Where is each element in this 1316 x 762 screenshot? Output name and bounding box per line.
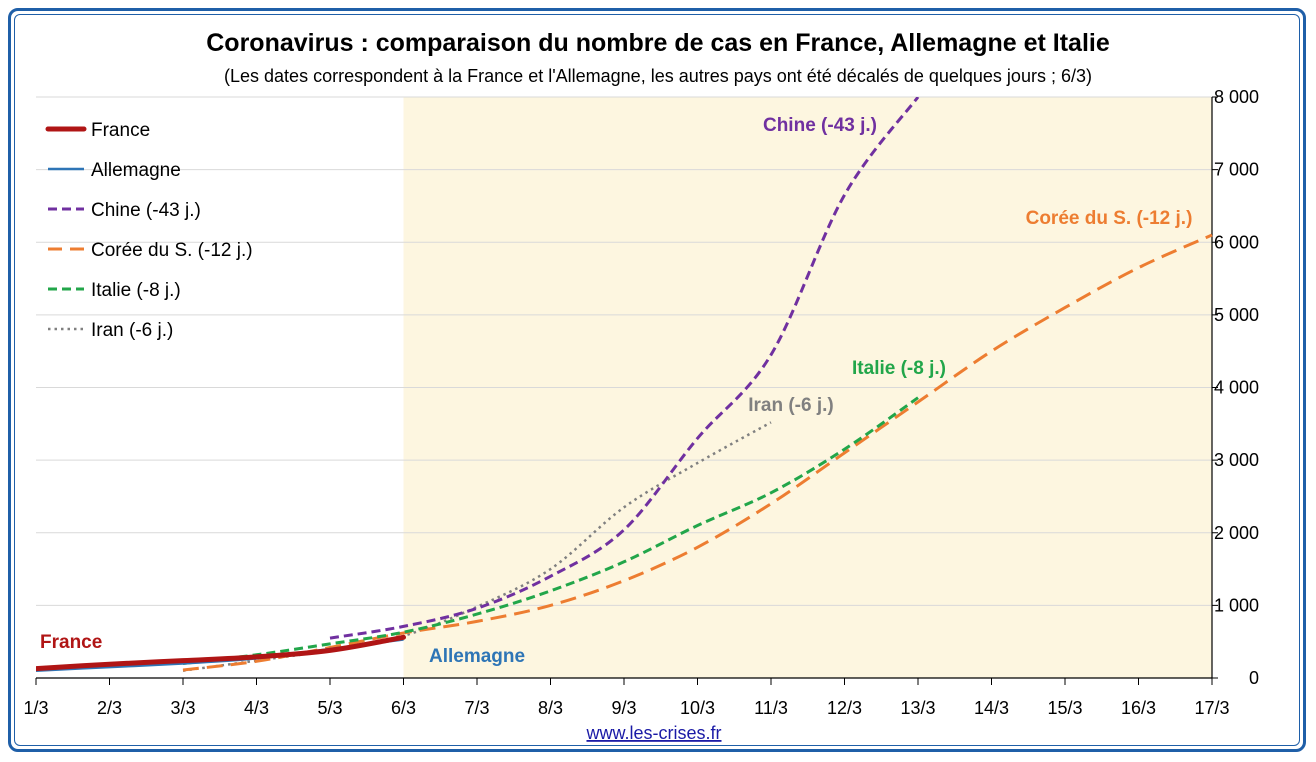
legend-label-france: France	[91, 120, 150, 141]
series-label-allemagne: Allemagne	[429, 646, 525, 667]
x-tick-label: 16/3	[1121, 698, 1156, 718]
series-line-iran	[182, 421, 772, 672]
x-tick-label: 2/3	[97, 698, 122, 718]
source-link[interactable]: www.les-crises.fr	[585, 723, 721, 743]
x-tick-label: 12/3	[827, 698, 862, 718]
series-line-chine	[329, 97, 920, 640]
x-tick-label: 7/3	[464, 698, 489, 718]
series-label-italie: Italie (-8 j.)	[852, 358, 946, 379]
y-tick-label: 0	[1249, 668, 1259, 688]
chart-frame-inner	[14, 14, 1300, 746]
x-tick-label: 14/3	[974, 698, 1009, 718]
legend-label-coree: Corée du S. (-12 j.)	[91, 240, 253, 261]
y-tick-label: 3 000	[1214, 450, 1259, 470]
chart-title: Coronavirus : comparaison du nombre de c…	[206, 29, 1110, 57]
series-label-chine: Chine (-43 j.)	[763, 115, 877, 136]
legend-label-italie: Italie (-8 j.)	[91, 280, 181, 301]
series-line-france	[36, 634, 406, 672]
x-tick-label: 15/3	[1047, 698, 1082, 718]
series-label-coree: Corée du S. (-12 j.)	[1026, 208, 1193, 229]
y-tick-label: 2 000	[1214, 523, 1259, 543]
x-tick-label: 10/3	[680, 698, 715, 718]
x-tick-label: 8/3	[538, 698, 563, 718]
y-tick-label: 8 000	[1214, 87, 1259, 107]
y-tick-label: 7 000	[1214, 160, 1259, 180]
x-tick-label: 1/3	[23, 698, 48, 718]
y-tick-label: 5 000	[1214, 305, 1259, 325]
y-tick-label: 4 000	[1214, 378, 1259, 398]
x-tick-label: 9/3	[611, 698, 636, 718]
x-tick-label: 5/3	[317, 698, 342, 718]
y-tick-label: 1 000	[1214, 595, 1259, 615]
x-tick-label: 3/3	[170, 698, 195, 718]
legend-label-allemagne: Allemagne	[91, 160, 181, 181]
y-tick-label: 6 000	[1214, 232, 1259, 252]
series-label-france: France	[40, 632, 102, 653]
chart-subtitle: (Les dates correspondent à la France et …	[224, 66, 1092, 86]
series-label-iran: Iran (-6 j.)	[748, 395, 834, 416]
x-tick-label: 13/3	[900, 698, 935, 718]
legend-label-iran: Iran (-6 j.)	[91, 320, 173, 341]
x-tick-label: 17/3	[1194, 698, 1229, 718]
x-tick-label: 11/3	[754, 698, 788, 718]
x-tick-label: 6/3	[391, 698, 416, 718]
series-line-coree	[182, 233, 1213, 672]
legend-label-chine: Chine (-43 j.)	[91, 200, 201, 221]
series-line-italie	[182, 396, 919, 665]
chart-frame-outer	[8, 8, 1306, 752]
x-tick-label: 4/3	[244, 698, 269, 718]
